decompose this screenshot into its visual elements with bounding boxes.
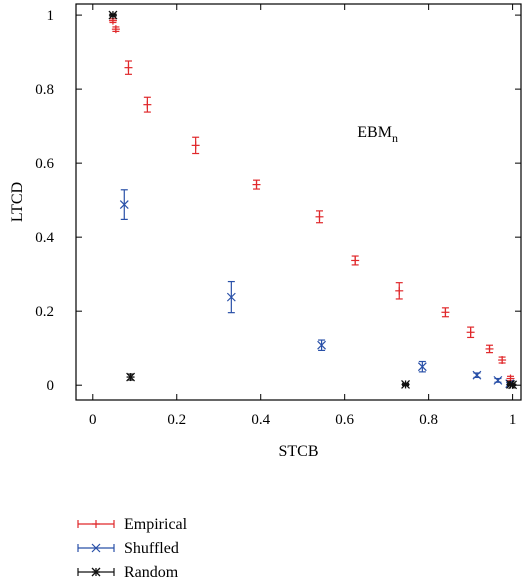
- annotation-text: EBM: [357, 124, 392, 141]
- data-point: [191, 136, 200, 155]
- data-point: [485, 344, 494, 354]
- x-tick-label: 0.4: [251, 412, 270, 428]
- legend-marker-x-icon: [91, 543, 101, 553]
- y-tick-label: 0.6: [35, 156, 54, 172]
- data-point: [395, 282, 404, 300]
- data-point: [315, 210, 324, 224]
- x-tick-label: 1: [509, 412, 517, 428]
- data-point: [143, 96, 152, 113]
- x-tick-label: 0: [89, 412, 97, 428]
- series-shuffled: [119, 189, 515, 389]
- legend-item-shuffled: Shuffled: [77, 540, 179, 557]
- data-point: [401, 379, 411, 389]
- y-axis-title: LTCD: [9, 182, 26, 222]
- legend-label: Empirical: [124, 516, 188, 533]
- y-tick-label: 0.4: [35, 230, 54, 246]
- data-point: [126, 372, 136, 382]
- axes: 0 0.2 0.4 0.6 0.8 1 0 0.2 0.4 0.6 0.8 1: [35, 3, 522, 428]
- legend-marker-plus-icon: [92, 520, 100, 528]
- data-point: [108, 16, 117, 25]
- data-point: [317, 339, 327, 352]
- legend-item-empirical: Empirical: [77, 516, 188, 533]
- y-tick-label: 0: [47, 378, 55, 394]
- data-point: [111, 25, 120, 34]
- data-point: [226, 280, 236, 314]
- legend-item-random: Random: [77, 564, 179, 581]
- data-point: [124, 60, 133, 75]
- data-point: [441, 307, 450, 318]
- data-point: [498, 356, 507, 365]
- legend-label: Random: [124, 564, 179, 581]
- data-point: [252, 179, 261, 190]
- data-point: [472, 370, 482, 380]
- legend-label: Shuffled: [124, 540, 179, 557]
- data-point: [493, 375, 503, 385]
- series-empirical: [108, 16, 515, 383]
- data-point: [351, 255, 360, 266]
- x-axis-title: STCB: [278, 443, 318, 460]
- annotation-subscript: n: [392, 131, 398, 145]
- legend-marker-star-icon: [91, 567, 101, 577]
- data-point: [108, 10, 118, 20]
- data-point: [466, 326, 475, 339]
- chart-annotation: EBMn: [357, 124, 398, 145]
- y-tick-label: 0.2: [35, 304, 54, 320]
- data-point: [417, 360, 427, 373]
- series-layer: [108, 10, 518, 390]
- series-random: [108, 10, 518, 390]
- y-tick-label: 0.8: [35, 82, 54, 98]
- data-point: [119, 189, 129, 220]
- data-point: [508, 380, 518, 390]
- plot-frame: [75, 3, 522, 401]
- legend: Empirical Shuffled Random: [77, 516, 188, 581]
- x-tick-label: 0.8: [419, 412, 438, 428]
- y-tick-label: 1: [47, 8, 55, 24]
- x-tick-label: 0.2: [167, 412, 186, 428]
- x-tick-label: 0.6: [335, 412, 354, 428]
